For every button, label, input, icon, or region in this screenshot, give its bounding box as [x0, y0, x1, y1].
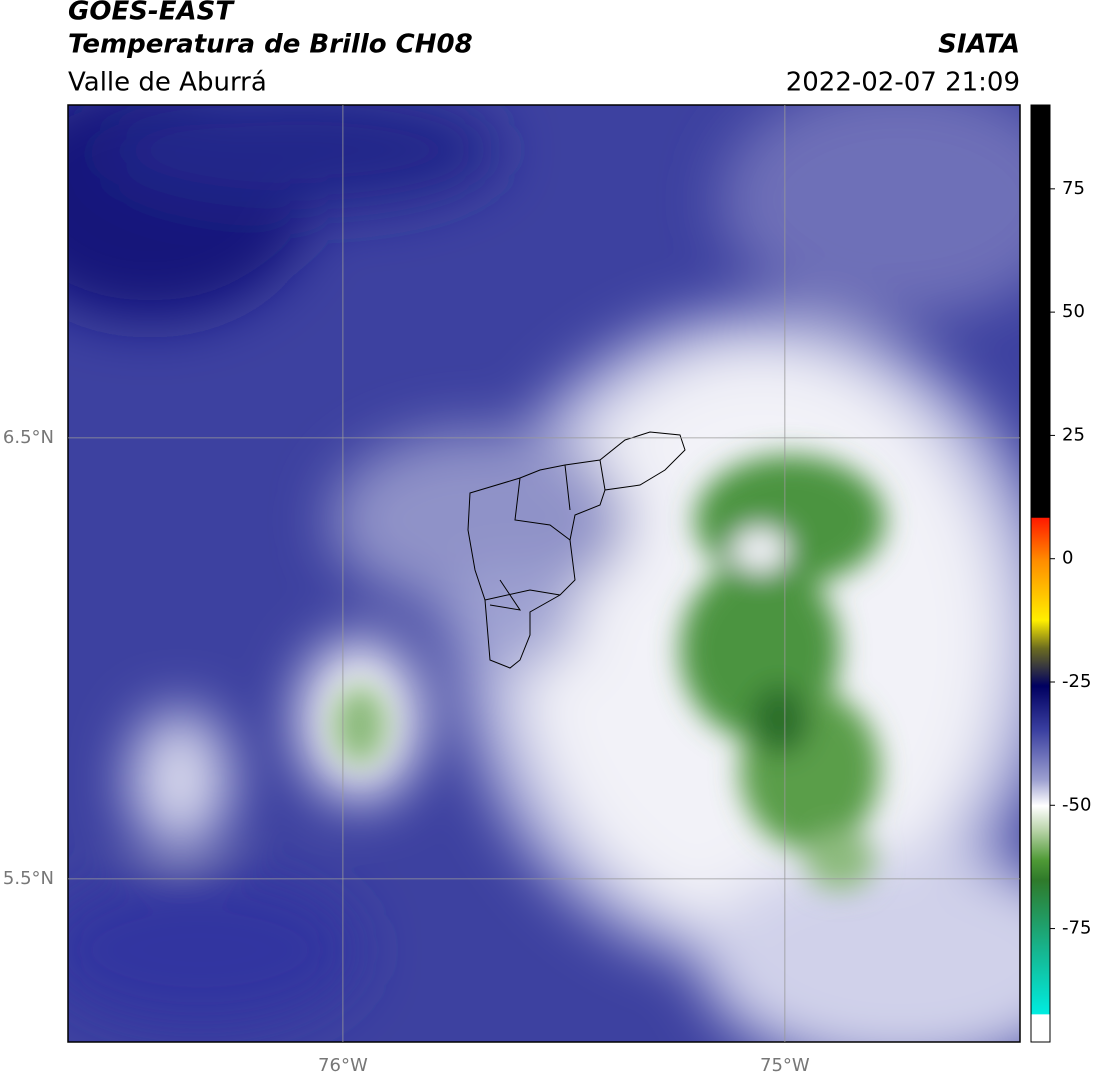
title: GOES-EAST — [68, 0, 235, 27]
region: Valle de Aburrá — [68, 68, 267, 98]
subtitle: Temperatura de Brillo CH08 — [68, 30, 473, 60]
x-tick-label: 76°W — [318, 1055, 368, 1076]
municipal-boundaries — [467, 431, 686, 669]
y-tick-label: 6.5°N — [3, 427, 54, 448]
x-tick-label: 75°W — [760, 1055, 810, 1076]
colorbar-tick-label: 50 — [1062, 301, 1085, 322]
brightness-field — [68, 105, 1020, 1042]
colorbar-tick-label: 0 — [1062, 548, 1073, 569]
colorbar-tick-label: -50 — [1062, 794, 1091, 815]
colorbar-tick-label: -75 — [1062, 918, 1091, 939]
colorbar-tick-label: 75 — [1062, 178, 1085, 199]
source: SIATA — [938, 30, 1020, 60]
colorbar — [1030, 104, 1051, 1043]
colorbar-tick-label: 25 — [1062, 424, 1085, 445]
datetime: 2022-02-07 21:09 — [786, 68, 1020, 98]
y-tick-label: 5.5°N — [3, 868, 54, 889]
colorbar-tick-label: -25 — [1062, 671, 1091, 692]
map-frame — [67, 104, 1021, 1043]
